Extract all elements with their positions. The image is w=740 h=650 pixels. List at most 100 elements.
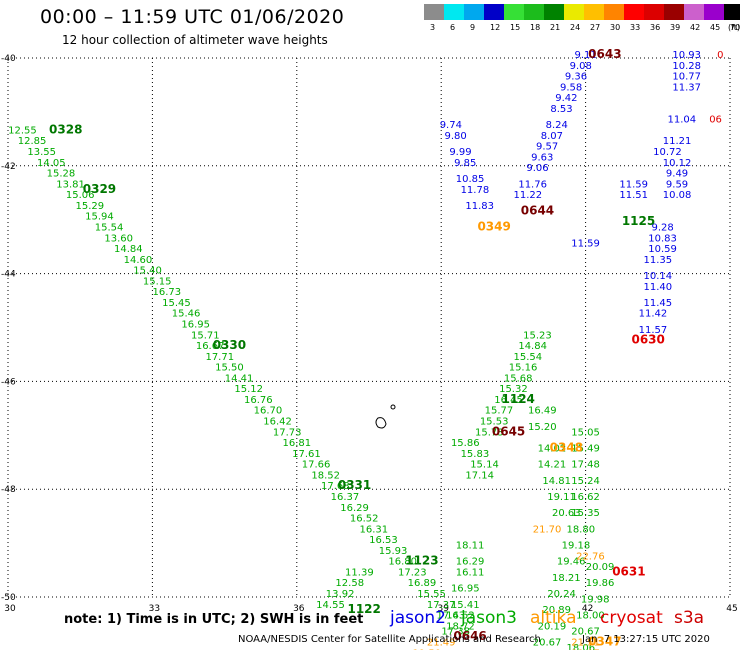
wave-height-label: 15.68 [504, 373, 533, 384]
scale-label: 33 [630, 23, 641, 32]
wave-height-label: 8.07 [541, 131, 563, 142]
wave-height-label: 9.08 [570, 61, 592, 72]
pass-time-label: 0329 [83, 182, 116, 196]
wave-height-label: 11.35 [643, 255, 672, 266]
wave-height-label: 19.11 [547, 492, 576, 503]
wave-height-label: 14.21 [538, 460, 567, 471]
wave-height-label: 15.15 [143, 276, 172, 287]
wave-height-label: 20.09 [586, 562, 615, 573]
scale-label: 21 [550, 23, 561, 32]
wave-height-label: 0 [717, 50, 723, 61]
wave-height-label: 18.21 [552, 573, 581, 584]
scale-label: 45 [710, 23, 721, 32]
pass-time-label: 0328 [49, 122, 82, 136]
scale-swatch [624, 4, 644, 20]
pass-time-label: 0348 [550, 440, 583, 454]
wave-height-label: 15.24 [571, 476, 600, 487]
wave-height-label: 16.67 [196, 341, 225, 352]
wave-height-label: 11.59 [571, 239, 600, 250]
y-tick-label: -44 [1, 270, 16, 280]
wave-height-label: 14.41 [225, 373, 254, 384]
wave-height-label: 11.45 [643, 298, 672, 309]
scale-label: 30 [610, 23, 621, 32]
wave-height-label: 9.28 [651, 222, 673, 233]
wave-height-label: 9.57 [536, 142, 558, 153]
wave-height-label: 20.19 [538, 621, 567, 632]
wave-height-label: 12.55 [8, 125, 37, 136]
wave-height-label: 10.83 [648, 233, 677, 244]
wave-height-label: 18.80 [566, 524, 595, 535]
wave-height-label: 11.59 [619, 179, 648, 190]
wave-height-label: 15.55 [417, 589, 446, 600]
scale-label: 12 [490, 23, 501, 32]
scale-swatch [504, 4, 524, 20]
wave-height-label: 16.73 [153, 287, 182, 298]
scale-label: 9 [470, 23, 476, 32]
wave-height-label: 18.72 [446, 621, 475, 632]
legend-jason2: jason2 [390, 608, 446, 628]
wave-height-label: 15.16 [509, 363, 538, 374]
y-tick-label: -50 [1, 593, 16, 603]
wave-height-label: 12.58 [335, 578, 364, 589]
wave-height-label: 15.50 [215, 363, 244, 374]
scale-swatch [604, 4, 624, 20]
wave-height-label: 16.80 [388, 557, 417, 568]
pass-time-label: 0347 [588, 635, 621, 649]
wave-height-label: 9.58 [560, 82, 582, 93]
scale-label: 18 [530, 23, 541, 32]
wave-height-label: 16.29 [340, 503, 369, 514]
wave-height-label: 11.21 [663, 136, 692, 147]
wave-height-label: 9.36 [565, 72, 587, 83]
wave-height-label: 14.52 [446, 611, 475, 622]
wave-height-label: 15.94 [85, 212, 114, 223]
wave-height-label: 15.06 [66, 190, 95, 201]
wave-height-label: 9.59 [666, 179, 688, 190]
wave-height-label: 17.38 [441, 627, 470, 638]
pass-time-label: 0645 [492, 424, 525, 438]
wave-height-label: 15.77 [485, 406, 514, 417]
wave-height-label: 16.95 [451, 584, 480, 595]
wave-height-label: 11.76 [518, 179, 547, 190]
x-tick-label: 36 [293, 604, 305, 614]
wave-height-label: 18.06 [566, 643, 595, 650]
scale-swatch [424, 4, 444, 20]
wave-height-label: 17.48 [571, 460, 600, 471]
wave-height-label: 16.42 [263, 417, 292, 428]
wave-height-label: 10.72 [653, 147, 682, 158]
wave-height-label: 17.71 [205, 352, 234, 363]
pass-time-label: 0331 [338, 478, 371, 492]
x-tick-label: 42 [582, 604, 593, 614]
wave-height-label: 15.32 [499, 384, 528, 395]
wave-height-label: 15.12 [234, 384, 263, 395]
wave-height-label: 11.37 [672, 82, 701, 93]
scale-label: 70 [730, 23, 740, 32]
wave-height-label: 17.37 [427, 600, 456, 611]
wave-height-label: 12.85 [18, 136, 47, 147]
wave-height-label: 13.55 [27, 147, 56, 158]
wave-height-label: 8.53 [550, 104, 572, 115]
wave-height-label: 10.85 [456, 174, 485, 185]
wave-height-label: 9.42 [555, 93, 577, 104]
credit-line: NOAA/NESDIS Center for Satellite Applica… [238, 634, 541, 645]
scale-swatch [644, 4, 664, 20]
wave-height-label: 20.67 [571, 627, 600, 638]
wave-height-label: 9.74 [440, 120, 462, 131]
wave-height-label: 17.73 [273, 427, 302, 438]
wave-height-label: 10.77 [672, 72, 701, 83]
wave-height-label: 16.49 [528, 406, 557, 417]
wave-height-label: 06 [709, 115, 722, 126]
scale-swatch [464, 4, 484, 20]
pass-time-label: 1123 [405, 554, 438, 568]
wave-height-label: 15.23 [523, 330, 552, 341]
wave-height-label: 9.80 [445, 131, 467, 142]
pass-time-label: 0646 [453, 629, 486, 643]
wave-height-label: 15.28 [47, 169, 76, 180]
scale-label: 3 [430, 23, 436, 32]
scale-label: 36 [650, 23, 661, 32]
wave-height-label: 13.60 [104, 233, 133, 244]
wave-height-label: 10.93 [672, 50, 701, 61]
pass-time-label: 0631 [612, 564, 645, 578]
wave-height-label: 19.46 [557, 557, 586, 568]
scale-label: 39 [670, 23, 681, 32]
wave-height-label: 8.24 [546, 120, 568, 131]
